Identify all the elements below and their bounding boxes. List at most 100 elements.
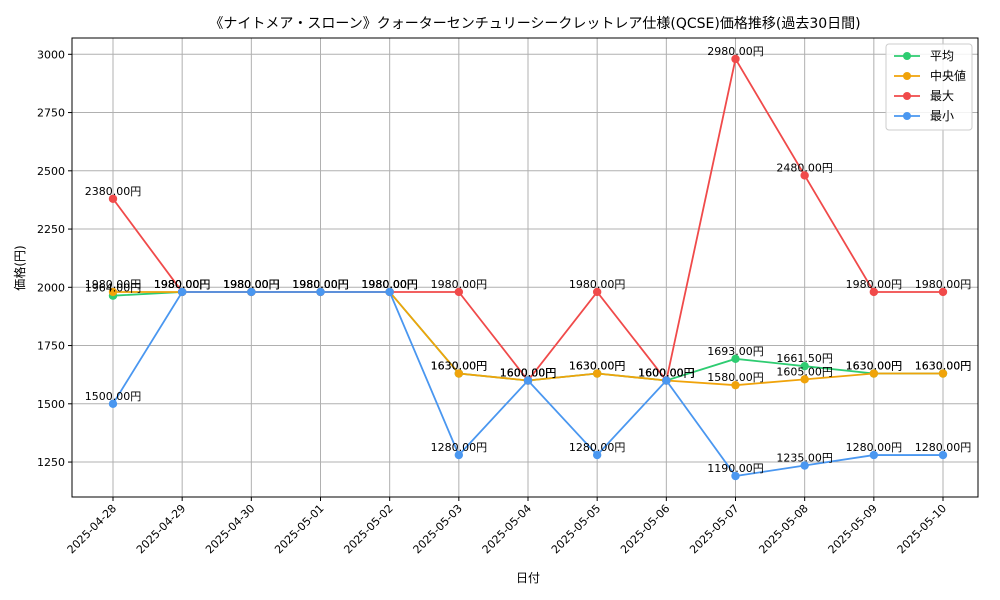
data-point [592, 450, 602, 460]
data-point [177, 287, 187, 297]
y-tick-label: 2000 [37, 281, 65, 294]
data-label: 1980.00円 [154, 278, 211, 291]
data-label: 2480.00円 [776, 161, 833, 174]
chart-title: 《ナイトメア・スローン》クォーターセンチュリーシークレットレア仕様(QCSE)価… [209, 16, 860, 32]
x-tick-label: 2025-05-08 [756, 502, 810, 556]
legend-label: 最大 [930, 89, 954, 103]
data-label: 1980.00円 [154, 278, 211, 291]
y-tick-label: 1250 [37, 456, 65, 469]
data-point [800, 461, 809, 470]
data-point [454, 369, 464, 378]
y-tick-label: 3000 [37, 48, 65, 61]
data-label: 1980.00円 [431, 278, 488, 291]
x-axis-label: 日付 [516, 571, 540, 585]
data-label: 1600.00円 [638, 367, 695, 380]
data-label: 1630.00円 [431, 360, 488, 373]
data-label: 1980.00円 [154, 278, 211, 291]
data-label: 1980.00円 [223, 278, 280, 291]
data-label: 1630.00円 [569, 360, 626, 373]
data-label: 1980.00円 [361, 278, 418, 291]
data-label: 1980.00円 [85, 278, 142, 291]
y-tick-label: 2750 [37, 107, 65, 120]
data-point [731, 354, 740, 364]
grid [72, 38, 978, 497]
legend-marker [903, 112, 911, 120]
series-lines [108, 54, 948, 481]
data-labels: 1964.00円 1980.00円 1980.00円 1980.00円 1980.00円… [85, 45, 972, 475]
series-4 [108, 287, 948, 481]
data-label: 2380.00円 [85, 185, 142, 198]
data-point [869, 287, 879, 297]
x-tick-label: 2025-05-03 [411, 502, 465, 556]
y-tick-label: 2250 [37, 223, 65, 236]
data-label: 1600.00円 [500, 367, 557, 380]
data-point [523, 376, 533, 385]
data-label: 1280.00円 [431, 441, 488, 454]
data-label: 1980.00円 [915, 278, 972, 291]
data-label: 1980.00円 [292, 278, 349, 291]
data-label: 1600.00円 [500, 367, 557, 380]
data-point [454, 450, 464, 460]
x-tick-label: 2025-05-05 [549, 502, 603, 556]
data-point [800, 361, 809, 371]
data-label: 1980.00円 [292, 278, 349, 291]
data-point [592, 287, 602, 297]
x-axis: 2025-04-28 2025-04-29 2025-04-30 2025-05-01… [65, 497, 949, 556]
data-label: 1280.00円 [915, 441, 972, 454]
y-tick-label: 1750 [37, 340, 65, 353]
legend-label: 平均 [930, 49, 954, 63]
data-point [108, 194, 118, 203]
data-label: 1693.00円 [707, 345, 764, 358]
data-point [731, 380, 740, 390]
legend-marker [903, 92, 911, 100]
legend-marker [903, 72, 911, 80]
data-point [938, 287, 948, 297]
legend-label: 最小 [930, 109, 954, 123]
data-point [731, 54, 740, 64]
data-label: 1980.00円 [292, 278, 349, 291]
data-label: 1600.00円 [500, 367, 557, 380]
data-point [108, 399, 118, 409]
data-point [938, 369, 948, 378]
data-point [731, 471, 740, 481]
y-tick-label: 2500 [37, 165, 65, 178]
data-label: 1630.00円 [846, 360, 903, 373]
legend-box [885, 43, 973, 131]
legend-marker [903, 52, 911, 60]
data-label: 1980.00円 [223, 278, 280, 291]
data-point [454, 287, 464, 297]
x-tick-label: 2025-05-06 [618, 502, 672, 556]
data-label: 1980.00円 [361, 278, 418, 291]
data-label: 1630.00円 [569, 360, 626, 373]
data-point [592, 369, 602, 378]
data-label: 1980.00円 [292, 278, 349, 291]
data-label: 1964.00円 [85, 282, 142, 295]
data-point [938, 450, 948, 460]
data-label: 1600.00円 [638, 367, 695, 380]
data-label: 1500.00円 [85, 390, 142, 403]
data-label: 1630.00円 [915, 360, 972, 373]
y-tick-label: 1500 [37, 398, 65, 411]
data-label: 1980.00円 [361, 278, 418, 291]
x-tick-label: 2025-05-07 [687, 502, 741, 556]
data-label: 1600.00円 [638, 367, 695, 380]
data-label: 1630.00円 [431, 360, 488, 373]
data-label: 1280.00円 [569, 441, 626, 454]
data-label: 1980.00円 [154, 278, 211, 291]
data-label: 1600.00円 [500, 367, 557, 380]
plot-frame [71, 37, 979, 498]
data-label: 1980.00円 [223, 278, 280, 291]
data-point [800, 375, 809, 384]
x-tick-label: 2025-05-04 [480, 502, 534, 556]
x-tick-label: 2025-05-02 [341, 502, 395, 556]
data-point [108, 287, 118, 297]
data-label: 1580.00円 [707, 371, 764, 384]
data-point [869, 369, 879, 378]
y-axis-label: 価格(円) [12, 245, 27, 290]
y-axis: 1250 1500 1750 2000 2250 2500 2750 3000 [37, 48, 72, 469]
data-label: 1630.00円 [846, 360, 903, 373]
data-label: 1600.00円 [638, 367, 695, 380]
data-label: 1235.00円 [776, 452, 833, 465]
